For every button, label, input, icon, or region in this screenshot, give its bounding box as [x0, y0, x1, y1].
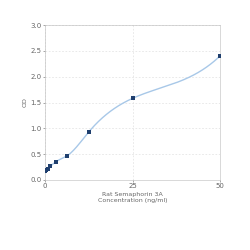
Point	[44, 168, 48, 172]
Point	[43, 169, 47, 173]
Point	[54, 160, 58, 164]
Point	[130, 96, 134, 100]
Y-axis label: OD: OD	[22, 98, 28, 108]
Point	[46, 167, 50, 171]
Point	[65, 154, 69, 158]
X-axis label: Rat Semaphorin 3A
Concentration (ng/ml): Rat Semaphorin 3A Concentration (ng/ml)	[98, 192, 167, 203]
Point	[87, 130, 91, 134]
Point	[48, 164, 52, 168]
Point	[218, 54, 222, 58]
